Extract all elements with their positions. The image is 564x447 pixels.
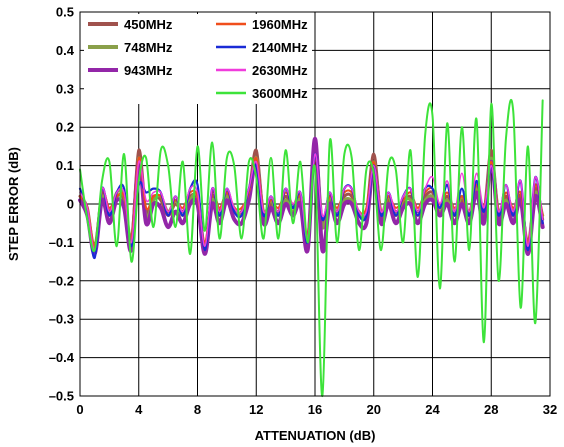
y-tick-label: 0 [67, 197, 74, 212]
x-tick-label: 32 [543, 402, 557, 417]
y-tick-label: –0.4 [49, 350, 75, 365]
y-tick-label: –0.1 [49, 235, 74, 250]
plot-frame [79, 11, 551, 397]
y-tick-label: 0.4 [56, 43, 75, 58]
series-lines [78, 98, 545, 398]
x-tick-label: 0 [76, 402, 83, 417]
y-tick-label: 0.1 [56, 158, 74, 173]
legend-background [84, 14, 312, 104]
x-tick-label: 12 [249, 402, 263, 417]
y-tick-label: 0.5 [56, 5, 74, 20]
series-line-3600mhz [79, 98, 544, 398]
x-tick-label: 20 [367, 402, 381, 417]
y-tick-label: –0.3 [49, 312, 74, 327]
legend-label-3600mhz: 3600MHz [252, 86, 308, 101]
legend-label-2630mhz: 2630MHz [252, 63, 308, 78]
y-tick-label: 0.2 [56, 120, 74, 135]
legend: 450MHz 748MHz 943MHz 1960MHz 2140MHz 2630MHz 3… [84, 14, 312, 104]
legend-label-748mhz: 748MHz [124, 40, 173, 55]
x-tick-label: 8 [194, 402, 201, 417]
y-tick-label: 0.3 [56, 81, 74, 96]
x-tick-label: 28 [484, 402, 498, 417]
y-axis-title: STEP ERROR (dB) [6, 147, 21, 261]
x-tick-label: 16 [308, 402, 322, 417]
x-axis-title: ATTENUATION (dB) [255, 428, 376, 443]
legend-label-2140mhz: 2140MHz [252, 40, 308, 55]
legend-label-943mhz: 943MHz [124, 63, 173, 78]
legend-label-450mhz: 450MHz [124, 17, 173, 32]
x-tick-label: 4 [135, 402, 143, 417]
x-tick-label: 24 [425, 402, 440, 417]
y-tick-label: –0.5 [49, 389, 74, 404]
y-tick-labels: –0.5 –0.4 –0.3 –0.2 –0.1 0 0.1 0.2 0.3 0.4 0.5 [49, 5, 75, 404]
x-tick-labels: 0 4 8 12 16 20 24 28 32 [76, 402, 557, 417]
legend-label-1960mhz: 1960MHz [252, 17, 308, 32]
y-tick-label: –0.2 [49, 273, 74, 288]
